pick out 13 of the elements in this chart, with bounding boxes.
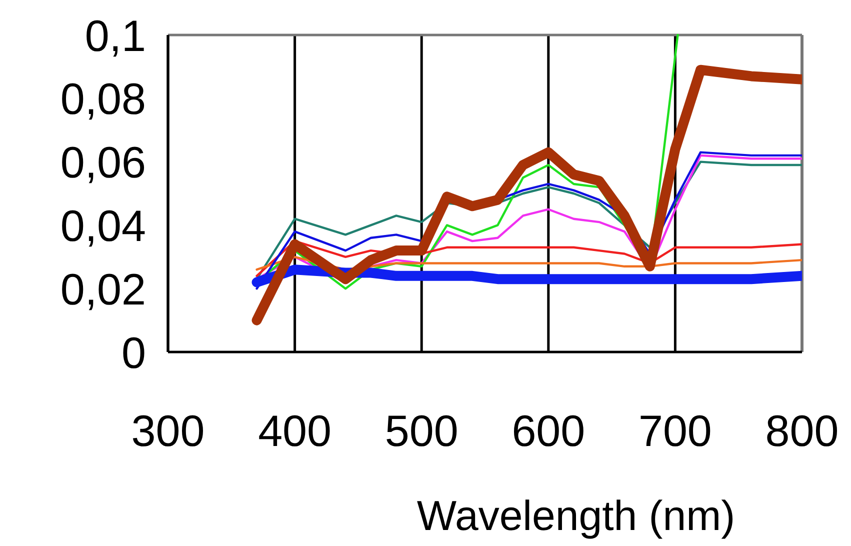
x-tick-label: 500: [384, 407, 458, 456]
x-tick-label: 400: [258, 407, 332, 456]
y-tick-label: 0,1: [84, 12, 146, 61]
x-tick-label: 700: [638, 407, 712, 456]
y-tick-label: 0,02: [60, 265, 146, 314]
x-tick-label: 600: [512, 407, 586, 456]
x-tick-label: 800: [765, 407, 839, 456]
y-tick-label: 0,04: [60, 202, 146, 252]
y-tick-label: 0: [122, 328, 146, 378]
x-tick-label: 300: [131, 407, 205, 456]
y-tick-label: 0,06: [60, 138, 146, 188]
x-axis-title: Wavelength (nm): [416, 492, 736, 539]
y-tick-label: 0,08: [60, 75, 146, 124]
